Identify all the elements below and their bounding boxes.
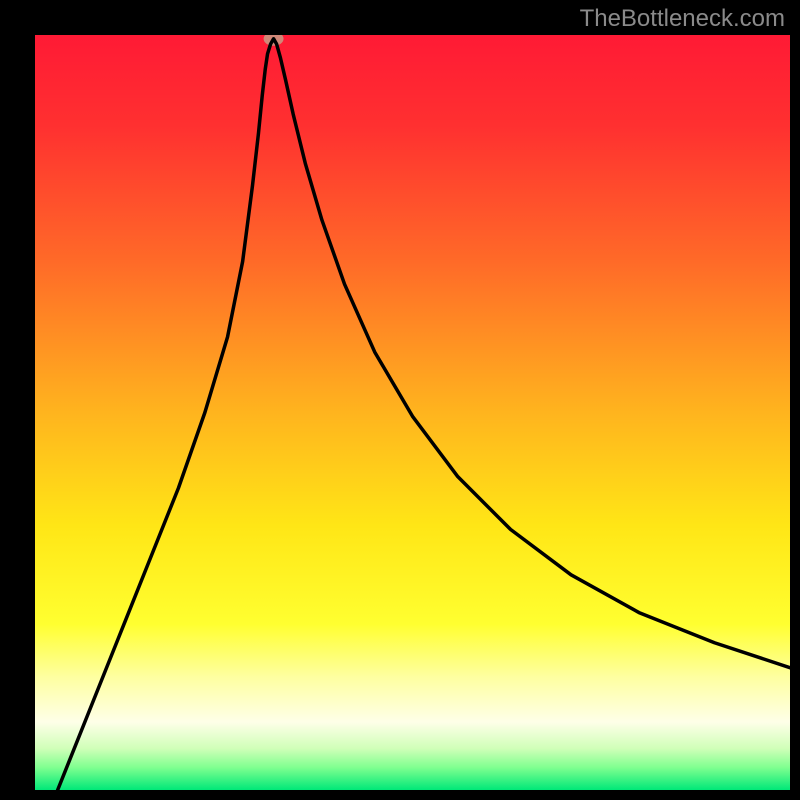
chart-container [35, 35, 790, 790]
chart-svg [35, 35, 790, 790]
watermark-text: TheBottleneck.com [580, 5, 785, 33]
chart-background [35, 35, 790, 790]
